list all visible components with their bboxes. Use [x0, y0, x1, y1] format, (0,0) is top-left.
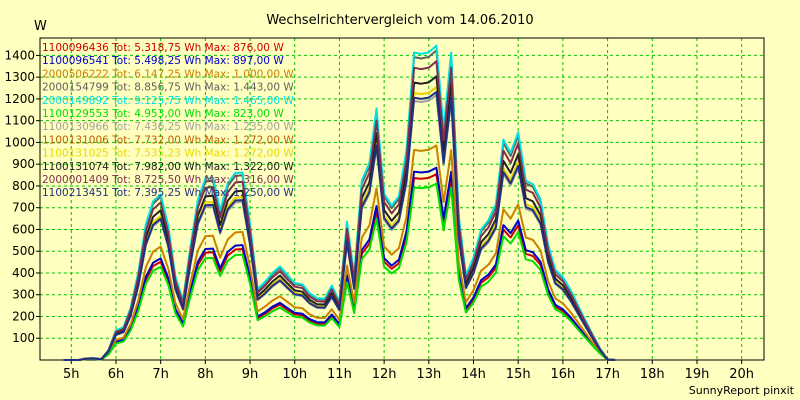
y-tick-label: 500: [12, 244, 35, 258]
chart-title: Wechselrichtervergleich vom 14.06.2010: [266, 13, 533, 28]
x-tick-label: 15h: [506, 367, 531, 382]
y-tick-label: 1400: [4, 48, 35, 62]
y-tick-label: 200: [12, 309, 35, 323]
x-tick-label: 19h: [685, 367, 710, 382]
x-tick-label: 14h: [461, 367, 486, 382]
x-tick-label: 20h: [729, 367, 754, 382]
plot-area-frame: [39, 37, 765, 361]
x-tick-label: 16h: [550, 367, 575, 382]
x-tick-label: 11h: [327, 367, 352, 382]
x-tick-label: 18h: [640, 367, 665, 382]
x-tick-label: 13h: [416, 367, 441, 382]
legend-entry-4: 2000154799 Tot: 8.856,75 Wh Max: 1.443,0…: [42, 82, 294, 94]
legend-entry-12: 1100213451 Tot: 7.395,25 Wh Max: 1.250,0…: [42, 187, 294, 199]
y-tick-label: 900: [12, 157, 35, 171]
y-tick-label: 100: [12, 331, 35, 345]
footer-credit: SunnyReport pinxit: [689, 384, 795, 397]
legend-entry-10: 1100131074 Tot: 7.982,00 Wh Max: 1.322,0…: [42, 161, 294, 173]
legend-entry-6: 1100129553 Tot: 4.953,00 Wh Max: 823,00 …: [42, 108, 284, 120]
y-tick-label: 400: [12, 266, 35, 280]
y-tick-label: 1200: [4, 92, 35, 106]
x-axis-ticks: 5h 6h 7h 8h 9h 10h 11h 12h 13h 14h 15h 16h 17h 18h 19h…: [63, 360, 754, 382]
series-line-3: [63, 144, 616, 361]
y-tick-label: 700: [12, 201, 35, 215]
legend-entry-1: 1100096436 Tot: 5.318,75 Wh Max: 876,00 …: [42, 42, 284, 54]
x-tick-label: 9h: [242, 367, 259, 382]
y-tick-label: 1300: [4, 70, 35, 84]
legend-entry-2: 1100096541 Tot: 5.498,25 Wh Max: 897,00 …: [42, 55, 284, 67]
x-tick-label: 12h: [372, 367, 397, 382]
x-tick-label: 5h: [63, 367, 80, 382]
legend-entry-8: 1100131006 Tot: 7.732,00 Wh Max: 1.272,0…: [42, 134, 294, 146]
series-line-6: [63, 182, 616, 361]
y-tick-label: 300: [12, 288, 35, 302]
y-axis-unit-label: W: [34, 19, 47, 34]
series-line-12: [63, 91, 616, 361]
y-tick-label: 1000: [4, 135, 35, 149]
legend-entry-5: 2000149892 Tot: 9.125,75 Wh Max: 1.465,0…: [42, 95, 294, 107]
x-tick-label: 6h: [108, 367, 125, 382]
x-tick-label: 10h: [282, 367, 307, 382]
series-lines: [63, 44, 616, 361]
y-axis-ticks: 100 200 300 400 500 600 700 800 900 1000 1100 1200 1…: [4, 48, 40, 345]
y-tick-label: 800: [12, 179, 35, 193]
legend-entry-11: 2000001409 Tot: 8.725,50 Wh Max: 1.316,0…: [42, 174, 294, 186]
legend-entry-9: 1100131025 Tot: 7.535,23 Wh Max: 1.272,0…: [42, 148, 294, 160]
legend-entry-3: 2000506222 Tot: 6.147,25 Wh Max: 1.000,0…: [42, 68, 294, 80]
y-tick-label: 1100: [4, 114, 35, 128]
x-tick-label: 8h: [197, 367, 214, 382]
x-tick-label: 17h: [595, 367, 620, 382]
y-tick-label: 600: [12, 222, 35, 236]
x-tick-label: 7h: [152, 367, 169, 382]
legend-entry-7: 1100130966 Tot: 7.436,25 Wh Max: 1.235,0…: [42, 121, 294, 133]
legend: 1100096436 Tot: 5.318,75 Wh Max: 876,00 …: [42, 42, 294, 199]
